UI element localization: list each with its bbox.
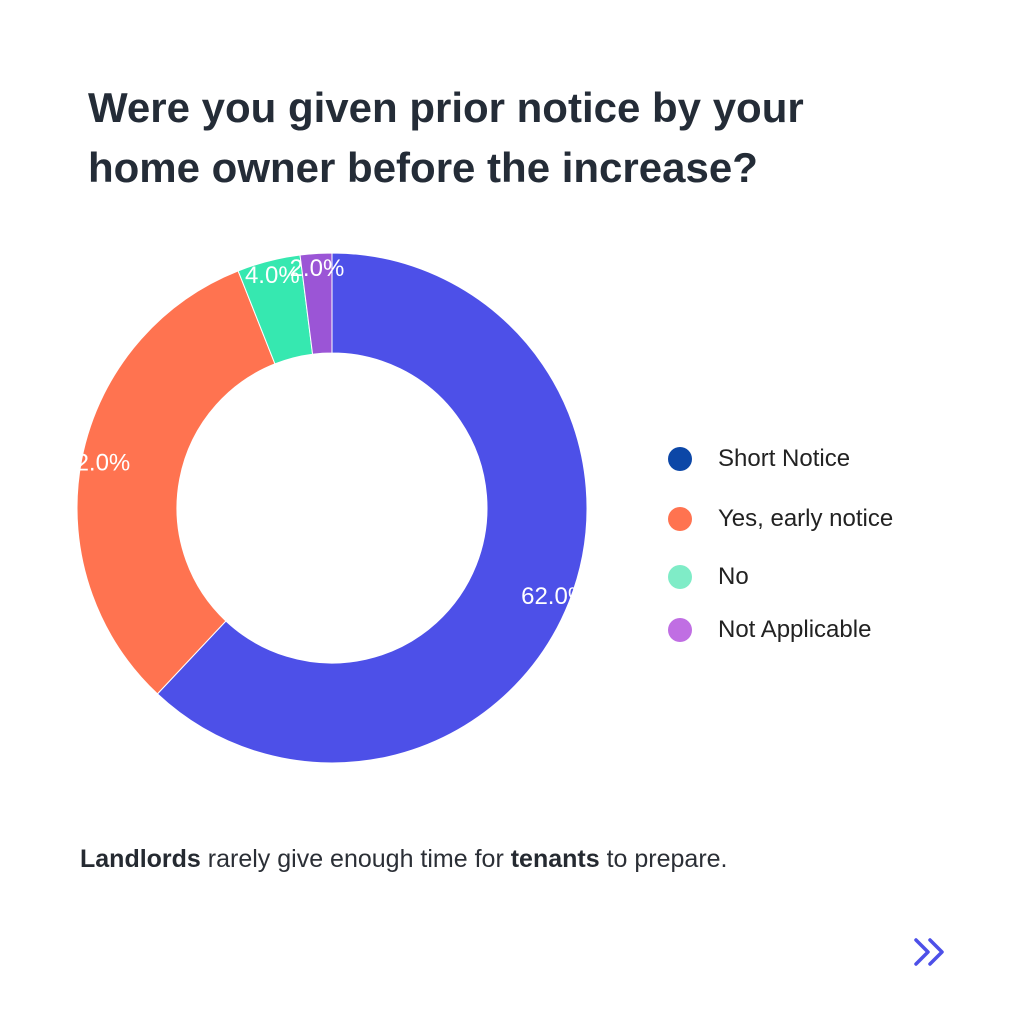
legend-swatch xyxy=(668,507,692,531)
legend-label: Not Applicable xyxy=(718,616,872,643)
legend-item-not-applicable: Not Applicable xyxy=(668,615,871,645)
slice-label-yes-early-notice: 32.0% xyxy=(62,450,130,477)
title-line-2: home owner before the increase? xyxy=(88,144,758,191)
legend-item-no: No xyxy=(668,562,749,592)
slice-label-no: 4.0% xyxy=(245,262,300,289)
slice-label-short-notice: 62.0% xyxy=(521,583,589,610)
title-line-1: Were you given prior notice by your xyxy=(88,84,804,131)
legend-label: No xyxy=(718,563,749,590)
legend-swatch xyxy=(668,447,692,471)
legend-swatch xyxy=(668,618,692,642)
page-title: Were you given prior notice by your home… xyxy=(88,78,948,198)
legend-item-yes-early-notice: Yes, early notice xyxy=(668,504,893,534)
caption-text-middle: rarely give enough time for xyxy=(200,845,511,873)
legend-label: Yes, early notice xyxy=(718,505,894,532)
caption-bold-tenants: tenants xyxy=(510,845,600,873)
caption: Landlords rarely give enough time for te… xyxy=(80,842,960,876)
caption-text-end: to prepare. xyxy=(599,845,728,873)
slice-yes-early-notice xyxy=(76,270,276,695)
legend-item-short-notice: Short Notice xyxy=(668,444,850,474)
chart-slices xyxy=(76,252,588,764)
slice-short-notice xyxy=(156,252,588,764)
slice-not-applicable xyxy=(299,252,333,355)
chart-slice-labels: 62.0% 32.0% 4.0%2.0% xyxy=(62,255,589,610)
double-chevron-right-icon[interactable] xyxy=(910,934,954,970)
legend-label: Short Notice xyxy=(718,445,851,472)
legend-swatch xyxy=(668,565,692,589)
slice-label-not-applicable: 2.0% xyxy=(290,255,345,282)
caption-bold-landlords: Landlords xyxy=(80,845,201,873)
